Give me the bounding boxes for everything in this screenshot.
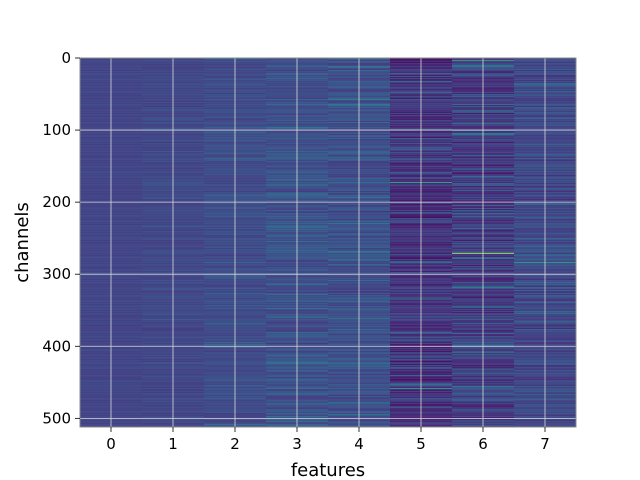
y-tick-label: 200 bbox=[42, 193, 71, 211]
x-tick-label: 2 bbox=[230, 435, 240, 453]
plot-frame bbox=[79, 57, 577, 428]
y-tick-label: 400 bbox=[42, 337, 71, 355]
x-tick-label: 6 bbox=[478, 435, 488, 453]
y-axis-ticks: 0 100 200 300 400 500 bbox=[42, 49, 80, 427]
y-tick-label: 300 bbox=[42, 265, 71, 283]
grid-lines bbox=[80, 57, 576, 427]
x-tick-label: 1 bbox=[168, 435, 178, 453]
x-axis-ticks: 0 1 2 3 4 5 6 7 bbox=[106, 427, 550, 453]
x-tick-label: 4 bbox=[354, 435, 364, 453]
y-tick-label: 0 bbox=[61, 49, 71, 67]
x-tick-label: 3 bbox=[292, 435, 302, 453]
x-axis-label: features bbox=[291, 460, 365, 480]
x-tick-label: 5 bbox=[416, 435, 426, 453]
x-tick-label: 0 bbox=[106, 435, 116, 453]
y-axis-label: channels bbox=[12, 202, 33, 283]
heatmap-cells bbox=[80, 58, 577, 428]
y-tick-label: 500 bbox=[42, 409, 71, 427]
y-tick-label: 100 bbox=[42, 121, 71, 139]
x-tick-label: 7 bbox=[540, 435, 550, 453]
